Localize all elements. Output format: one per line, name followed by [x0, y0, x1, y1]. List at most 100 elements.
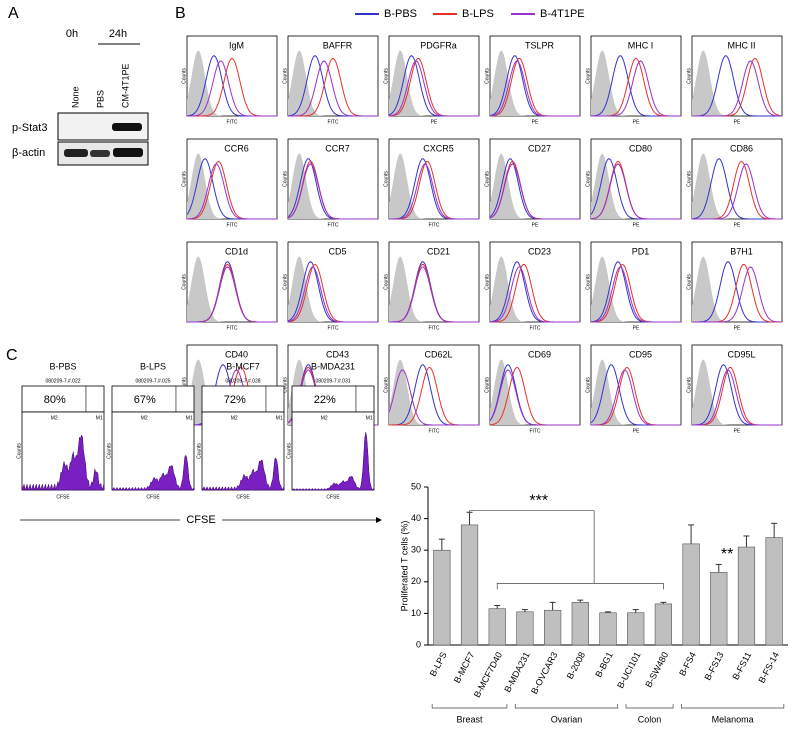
marker-label: CD21 — [427, 246, 450, 256]
sample-title: B-MDA231 — [311, 361, 355, 371]
axis-label: CFSE — [146, 494, 160, 500]
panel-b: B-PBS B-LPS B-4T1PE IgM FITC Counts BAFFR FITC C… — [181, 8, 783, 434]
marker-label: PD1 — [632, 246, 650, 256]
histogram-curve — [187, 266, 277, 323]
axis-label: Counts — [181, 274, 187, 290]
axis-label: FITC — [226, 119, 237, 125]
cfse-histogram — [111, 454, 195, 491]
isotype-histogram — [490, 256, 580, 322]
x-tick-label: B-MCF7 — [452, 650, 477, 684]
marker-label: BAFFR — [323, 40, 353, 50]
histogram-curve — [489, 60, 580, 117]
marker-label: CD86 — [730, 143, 753, 153]
axis-label: Counts — [181, 68, 187, 84]
isotype-histogram — [591, 256, 681, 322]
isotype-histogram — [389, 359, 479, 425]
gate-label: M2 — [51, 415, 58, 421]
axis-label: Counts — [286, 443, 292, 459]
axis-label: PE — [633, 119, 640, 125]
axis-label: Counts — [383, 377, 389, 393]
marker-label: CD1d — [225, 246, 248, 256]
axis-label: FITC — [529, 325, 540, 331]
histogram-curve — [288, 60, 378, 117]
histogram-curve — [591, 369, 681, 426]
axis-label: Counts — [686, 171, 692, 187]
histogram-curve — [388, 60, 479, 117]
bar — [765, 537, 783, 646]
lane-label: CM-4T1PE — [120, 63, 130, 108]
axis-label: PE — [734, 428, 741, 434]
legend-label: B-4T1PE — [540, 8, 585, 20]
isotype-histogram — [692, 50, 782, 116]
axis-label: PE — [633, 325, 640, 331]
error-bar — [438, 538, 445, 551]
bar — [460, 524, 479, 646]
lane-label: None — [70, 86, 80, 108]
axis-label: Counts — [585, 377, 591, 393]
axis-label: Counts — [282, 274, 288, 290]
gate-label: M1 — [186, 415, 193, 421]
marker-label: IgM — [229, 40, 244, 50]
axis-label: Counts — [16, 443, 22, 459]
bar — [737, 546, 756, 646]
x-tick-label: B-2008 — [565, 650, 587, 680]
axis-label: FITC — [226, 222, 237, 228]
cfse-histogram — [21, 434, 105, 491]
marker-label: CCR7 — [325, 143, 350, 153]
gate-label: M2 — [321, 415, 328, 421]
bar — [627, 612, 645, 646]
marker-label: CD69 — [528, 349, 551, 359]
file-name: 080209-7.#.028 — [225, 378, 260, 384]
isotype-histogram — [288, 256, 378, 322]
panel-c: B-PBS 080209-7.#.022 80% M2 M1 CFSE Counts B-LP… — [16, 361, 382, 526]
sample-title: B-PBS — [49, 361, 76, 371]
marker-label: PDGFRa — [420, 40, 457, 50]
y-tick-label: 50 — [411, 481, 421, 491]
marker-label: MHC II — [728, 40, 756, 50]
error-bar — [688, 524, 695, 544]
bar — [544, 609, 562, 646]
isotype-histogram — [187, 50, 277, 116]
marker-label: CCR6 — [224, 143, 249, 153]
histogram-curve — [389, 266, 479, 323]
band — [113, 148, 143, 157]
axis-label: PE — [734, 222, 741, 228]
axis-label: PE — [633, 222, 640, 228]
panel-label: A — [8, 5, 19, 22]
histogram-curve — [692, 260, 782, 323]
axis-label: Counts — [484, 68, 490, 84]
marker-label: CD23 — [528, 246, 551, 256]
x-tick-label: B-MCF7D40 — [472, 650, 504, 699]
bar — [599, 612, 617, 646]
marker-label: CD95L — [727, 349, 755, 359]
axis-label: Counts — [686, 274, 692, 290]
y-axis-title: Proliferated T cells (%) — [399, 521, 409, 612]
histogram-curve — [187, 60, 277, 117]
error-bar — [632, 609, 639, 613]
histogram-curve — [389, 163, 479, 220]
isotype-histogram — [692, 256, 782, 322]
y-tick-label: 20 — [411, 576, 421, 586]
marker-label: CD5 — [328, 246, 346, 256]
sample-title: B-MCF7 — [226, 361, 260, 371]
marker-label: CD40 — [225, 349, 248, 359]
error-bar — [549, 601, 556, 611]
x-tick-label: B-FS4 — [677, 650, 698, 677]
axis-label: PE — [734, 325, 741, 331]
x-tick-label: B-FS13 — [702, 650, 725, 682]
axis-label: CFSE — [56, 494, 70, 500]
group-label: Colon — [638, 714, 662, 724]
axis-label: Counts — [181, 377, 187, 393]
bar — [433, 549, 451, 646]
row-label: p-Stat3 — [12, 122, 47, 134]
file-name: 080209-7.#.025 — [135, 378, 170, 384]
axis-label: Counts — [282, 171, 288, 187]
histogram-curve — [692, 55, 782, 117]
error-bar — [494, 605, 501, 609]
axis-label: Counts — [282, 68, 288, 84]
histogram-curve — [692, 369, 782, 426]
error-bar — [660, 601, 667, 604]
marker-label: MHC I — [628, 40, 654, 50]
axis-label: Counts — [383, 171, 389, 187]
percent-label: 72% — [224, 394, 246, 406]
